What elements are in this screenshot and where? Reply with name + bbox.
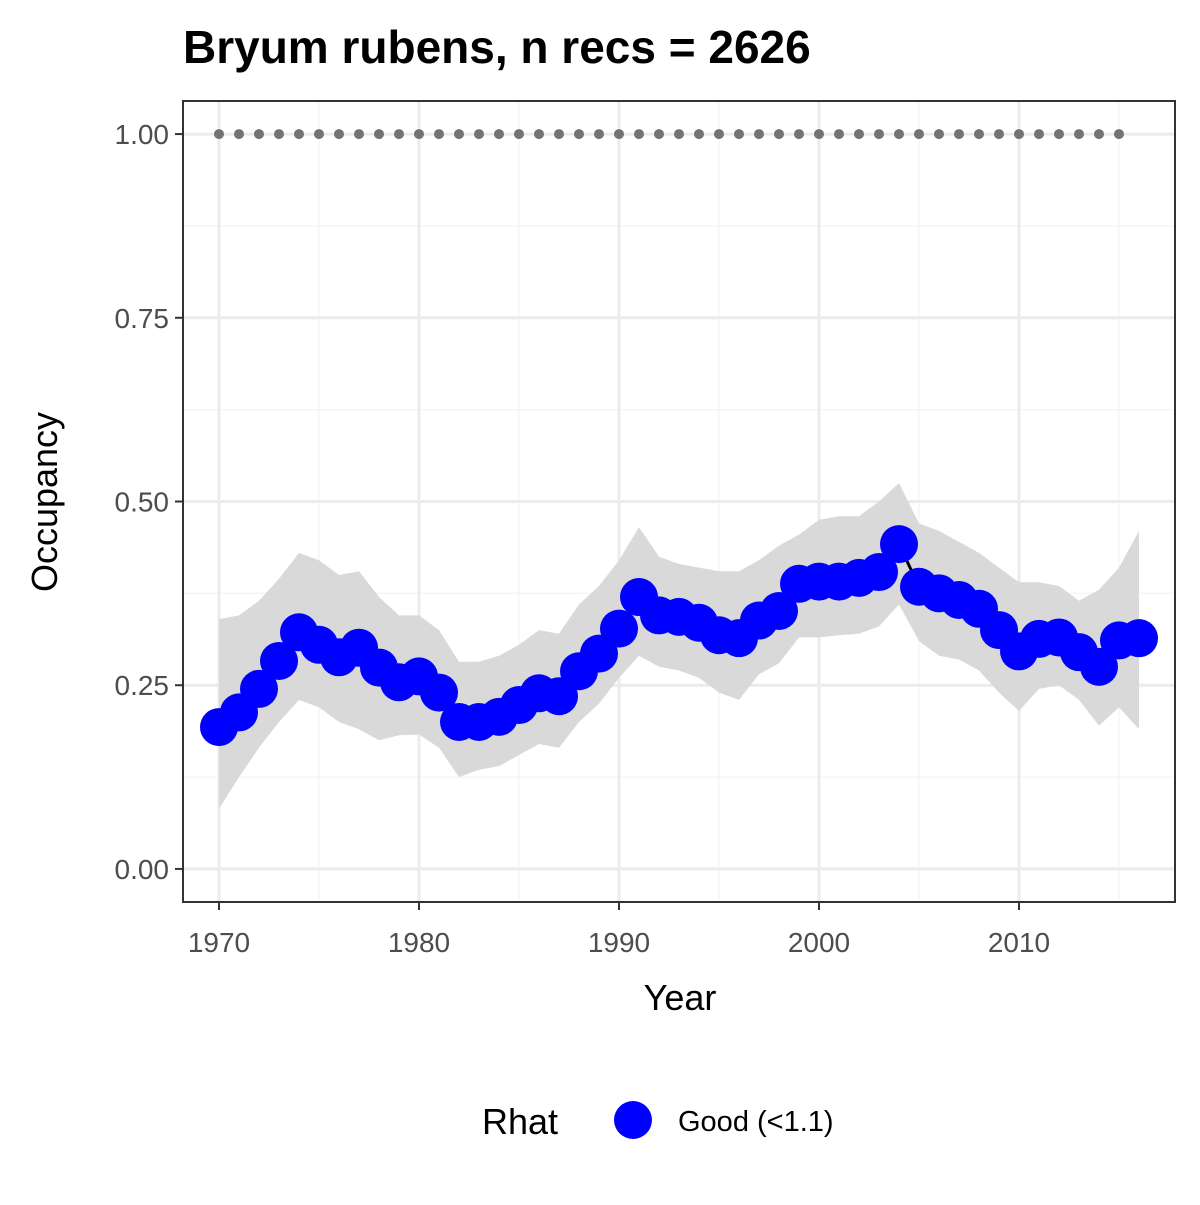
x-tick-label: 2000 xyxy=(788,927,850,958)
y-axis-title: Occupancy xyxy=(24,412,65,592)
occupancy-point xyxy=(240,669,278,708)
reference-dot xyxy=(1114,129,1124,140)
reference-dot xyxy=(714,129,724,140)
reference-dot xyxy=(574,129,584,140)
reference-dot xyxy=(234,129,244,140)
legend-title: Rhat xyxy=(482,1101,558,1142)
reference-dot xyxy=(474,129,484,140)
reference-dot xyxy=(294,129,304,140)
y-tick-label: 0.75 xyxy=(115,303,170,334)
occupancy-point xyxy=(600,609,638,648)
reference-dot xyxy=(794,129,804,140)
reference-dot xyxy=(314,129,324,140)
y-tick-label: 0.00 xyxy=(115,854,170,885)
x-tick-label: 1980 xyxy=(388,927,450,958)
reference-dot xyxy=(1034,129,1044,140)
reference-dot xyxy=(954,129,964,140)
reference-dot xyxy=(654,129,664,140)
reference-dot xyxy=(514,129,524,140)
reference-dot xyxy=(994,129,1004,140)
reference-dot xyxy=(1014,129,1024,140)
reference-dot xyxy=(874,129,884,140)
occupancy-point xyxy=(880,525,918,564)
axes: 0.00 0.25 0.50 0.75 1.00 1970 1980 1990 2000 2010 xyxy=(115,119,1051,958)
reference-dot xyxy=(394,129,404,140)
occupancy-point xyxy=(1080,647,1118,686)
reference-dot xyxy=(634,129,644,140)
chart-title: Bryum rubens, n recs = 2626 xyxy=(183,21,811,73)
x-tick-label: 2010 xyxy=(988,927,1050,958)
grid xyxy=(183,101,1175,902)
reference-dot xyxy=(354,129,364,140)
reference-dot xyxy=(374,129,384,140)
reference-dot xyxy=(934,129,944,140)
reference-dot xyxy=(734,129,744,140)
reference-dot xyxy=(554,129,564,140)
legend-label-good: Good (<1.1) xyxy=(678,1106,834,1138)
occupancy-point xyxy=(420,673,458,712)
x-tick-label: 1970 xyxy=(188,927,250,958)
reference-dot xyxy=(434,129,444,140)
occupancy-point xyxy=(260,641,298,680)
reference-dot xyxy=(694,129,704,140)
reference-dot xyxy=(274,129,284,140)
reference-dot xyxy=(814,129,824,140)
reference-dot xyxy=(974,129,984,140)
reference-dot xyxy=(614,129,624,140)
reference-dot xyxy=(894,129,904,140)
reference-dot xyxy=(454,129,464,140)
reference-dot xyxy=(334,129,344,140)
reference-dot xyxy=(534,129,544,140)
y-tick-label: 0.25 xyxy=(115,670,170,701)
reference-dot xyxy=(1074,129,1084,140)
reference-dot xyxy=(854,129,864,140)
x-tick-label: 1990 xyxy=(588,927,650,958)
x-axis-title: Year xyxy=(644,977,717,1018)
y-tick-label: 0.50 xyxy=(115,487,170,518)
reference-dot xyxy=(214,129,224,140)
reference-dot xyxy=(774,129,784,140)
reference-dot xyxy=(494,129,504,140)
reference-dot xyxy=(754,129,764,140)
reference-dots xyxy=(214,129,1124,140)
reference-dot xyxy=(414,129,424,140)
reference-dot xyxy=(1054,129,1064,140)
occupancy-point xyxy=(760,591,798,630)
occupancy-point xyxy=(860,553,898,592)
reference-dot xyxy=(1094,129,1104,140)
occupancy-points xyxy=(200,525,1158,747)
reference-dot xyxy=(594,129,604,140)
legend: Rhat Good (<1.1) xyxy=(482,1101,834,1142)
reference-dot xyxy=(914,129,924,140)
reference-dot xyxy=(254,129,264,140)
y-tick-label: 1.00 xyxy=(115,119,170,150)
legend-key-good xyxy=(614,1101,652,1139)
reference-dot xyxy=(674,129,684,140)
occupancy-point xyxy=(1120,619,1158,658)
reference-dot xyxy=(834,129,844,140)
